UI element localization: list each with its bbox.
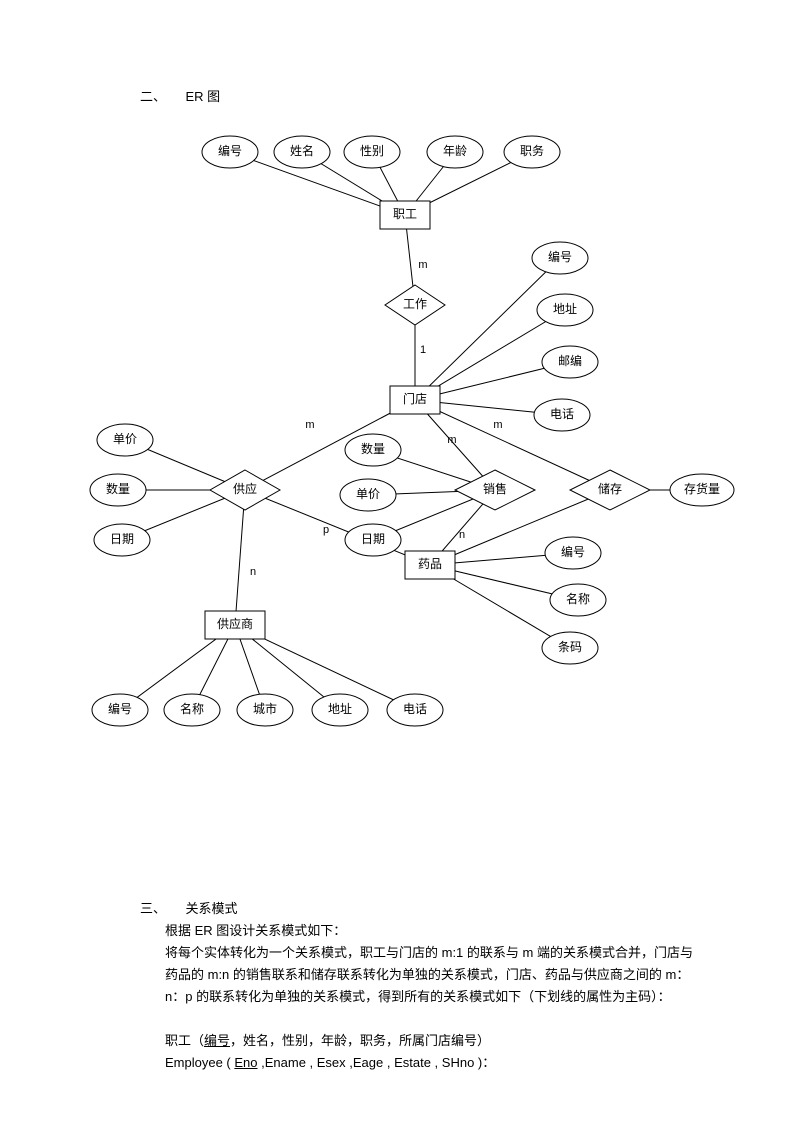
svg-text:m: m [447, 434, 456, 446]
svg-text:药品: 药品 [418, 557, 442, 571]
svg-text:城市: 城市 [253, 701, 277, 716]
svg-text:性别: 性别 [360, 144, 384, 158]
svg-text:n: n [250, 566, 256, 578]
svg-text:电话: 电话 [550, 407, 574, 421]
svg-text:邮编: 邮编 [558, 353, 582, 368]
svg-text:数量: 数量 [106, 481, 130, 496]
er-diagram: m1mmmpnn职工门店供应商药品工作供应销售储存编号姓名性别年龄职务编号地址邮… [0, 0, 800, 760]
svg-text:门店: 门店 [403, 391, 427, 406]
svg-text:名称: 名称 [566, 591, 590, 606]
svg-text:m: m [493, 419, 502, 431]
svg-text:名称: 名称 [180, 701, 204, 716]
svg-text:编号: 编号 [218, 143, 242, 158]
svg-text:电话: 电话 [403, 702, 427, 716]
section-3-title: 三、 关系模式 [140, 898, 238, 917]
svg-text:地址: 地址 [328, 702, 352, 716]
svg-text:日期: 日期 [110, 532, 134, 546]
svg-text:1: 1 [420, 344, 426, 356]
schema-1-en-rest: ,Ename , Esex ,Eage , Estate , SHno )： [258, 1055, 496, 1070]
schema-1: 职工（编号，姓名，性别，年龄，职务，所属门店编号） [165, 1030, 705, 1052]
schema-1-en-key: Eno [234, 1055, 257, 1070]
svg-text:m: m [418, 259, 427, 271]
svg-text:日期: 日期 [361, 532, 385, 546]
page: 二、 ER 图 m1mmmpnn职工门店供应商药品工作供应销售储存编号姓名性别年… [0, 0, 800, 1132]
svg-text:供应商: 供应商 [217, 616, 253, 631]
svg-text:编号: 编号 [548, 249, 572, 264]
section-3-para1: 根据 ER 图设计关系模式如下： [165, 920, 705, 942]
svg-text:供应: 供应 [233, 481, 257, 496]
svg-text:单价: 单价 [356, 487, 380, 501]
svg-text:单价: 单价 [113, 432, 137, 446]
svg-text:p: p [323, 524, 329, 536]
svg-text:年龄: 年龄 [443, 144, 467, 158]
svg-text:地址: 地址 [553, 302, 577, 316]
svg-text:职务: 职务 [520, 143, 544, 158]
svg-text:m: m [305, 419, 314, 431]
svg-text:工作: 工作 [403, 297, 427, 311]
svg-text:职工: 职工 [393, 207, 417, 221]
section-3-para2: 将每个实体转化为一个关系模式，职工与门店的 m:1 的联系与 m 端的关系模式合… [165, 942, 705, 1008]
svg-text:销售: 销售 [483, 481, 507, 496]
svg-text:条码: 条码 [558, 640, 582, 654]
schema-1-text: 职工（编号，姓名，性别，年龄，职务，所属门店编号） [165, 1033, 490, 1048]
svg-text:编号: 编号 [561, 544, 585, 559]
schema-1-en-prefix: Employee ( [165, 1055, 234, 1070]
svg-text:n: n [459, 529, 465, 541]
svg-text:储存: 储存 [598, 481, 622, 496]
svg-text:编号: 编号 [108, 701, 132, 716]
svg-text:存货量: 存货量 [684, 481, 720, 496]
schema-1-en: Employee ( Eno ,Ename , Esex ,Eage , Est… [165, 1052, 705, 1074]
svg-text:数量: 数量 [361, 441, 385, 456]
svg-text:姓名: 姓名 [290, 143, 314, 158]
